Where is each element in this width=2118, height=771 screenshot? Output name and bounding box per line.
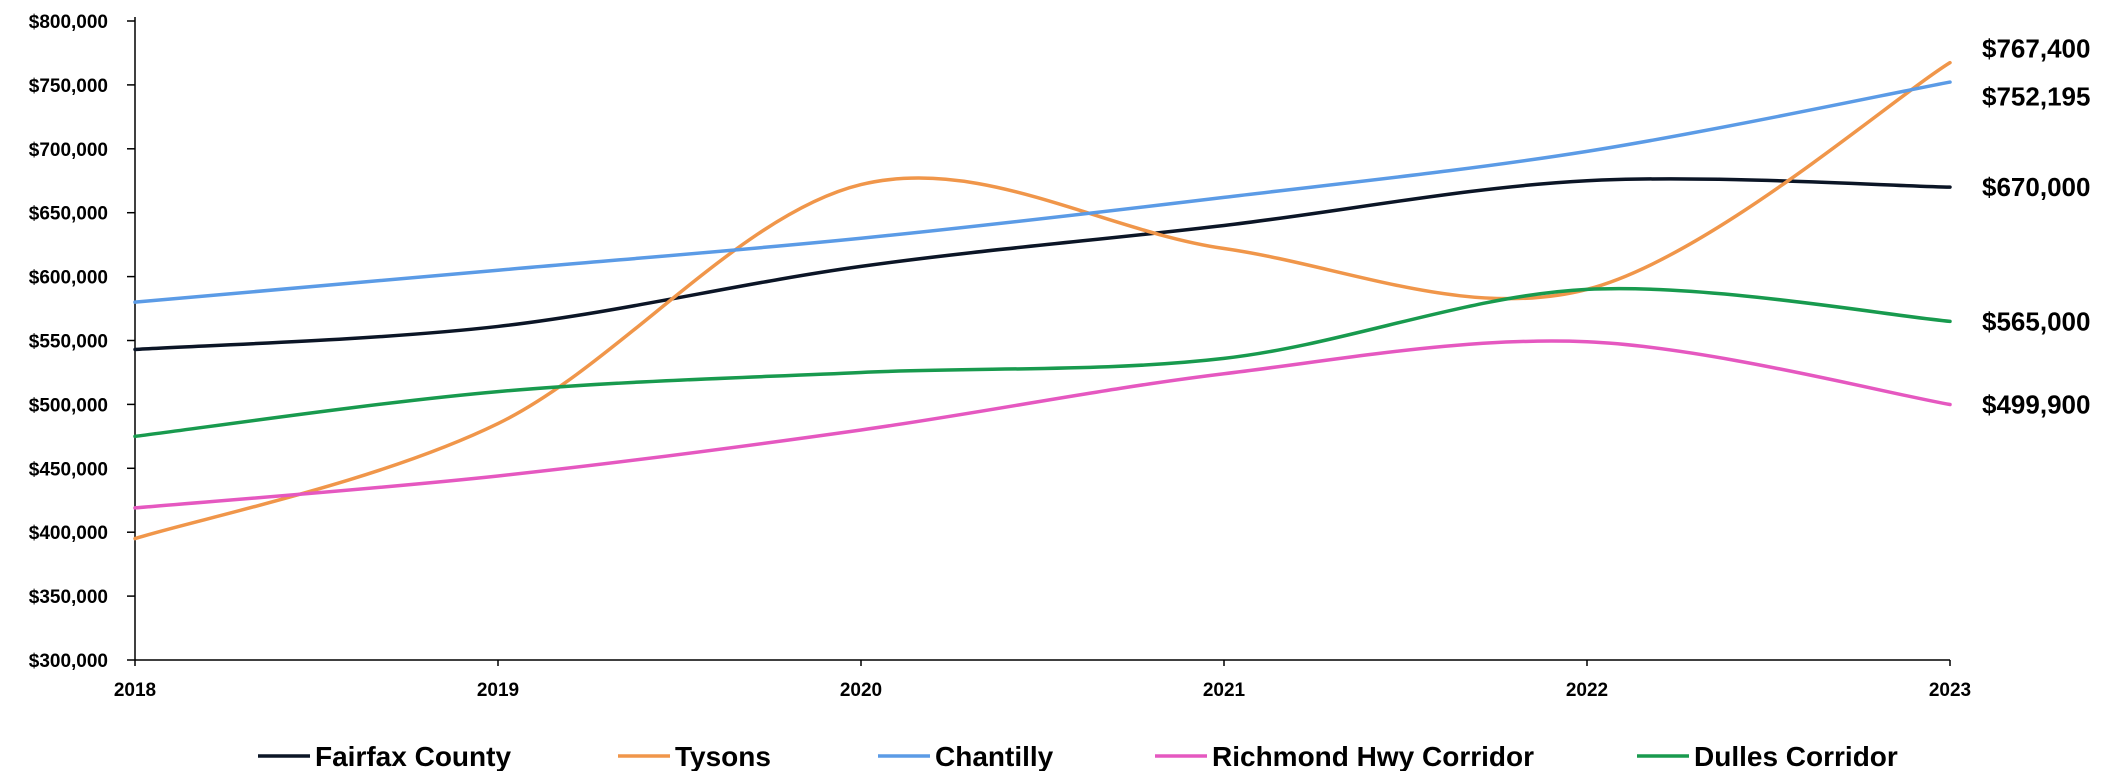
y-tick-label: $500,000 — [29, 395, 108, 416]
legend: Fairfax County Tysons Chantilly Richmond Hw… — [258, 741, 1898, 771]
legend-item-chantilly: Chantilly — [878, 741, 1054, 771]
x-tick-label: 2020 — [840, 680, 882, 701]
y-tick-label: $400,000 — [29, 523, 108, 544]
series-lines — [133, 60, 1952, 541]
legend-item-dulles-corridor: Dulles Corridor — [1637, 741, 1898, 771]
y-tick-label: $300,000 — [29, 651, 108, 672]
y-tick-label: $750,000 — [29, 76, 108, 97]
legend-label: Dulles Corridor — [1694, 741, 1898, 771]
x-tick-label: 2021 — [1203, 680, 1246, 701]
x-tick-label: 2019 — [477, 680, 519, 701]
end-labels: $767,400 $752,195 $670,000 $565,000 $499,900 — [1982, 33, 2090, 419]
legend-label: Richmond Hwy Corridor — [1212, 741, 1534, 771]
series-line-fairfax-county — [133, 177, 1952, 352]
series-line-tysons — [133, 60, 1952, 541]
y-tick-label: $600,000 — [29, 268, 108, 289]
end-label-richmond-hwy-corridor: $499,900 — [1982, 390, 2090, 420]
legend-item-tysons: Tysons — [618, 741, 771, 771]
y-tick-label: $800,000 — [29, 12, 108, 33]
y-tick-label: $650,000 — [29, 204, 108, 225]
series-line-chantilly — [133, 80, 1952, 304]
x-tick-label: 2023 — [1929, 680, 1971, 701]
legend-label: Tysons — [675, 741, 771, 771]
end-label-tysons: $767,400 — [1982, 33, 2090, 63]
end-label-chantilly: $752,195 — [1982, 81, 2090, 111]
y-tick-label: $450,000 — [29, 459, 108, 480]
axes: $300,000 $350,000 $400,000 $450,000 $500,000… — [29, 12, 1971, 701]
y-tick-label: $550,000 — [29, 332, 108, 353]
end-label-dulles-corridor: $565,000 — [1982, 306, 2090, 336]
legend-label: Fairfax County — [315, 741, 511, 771]
x-tick-label: 2018 — [114, 680, 156, 701]
series-line-dulles-corridor — [133, 286, 1952, 439]
y-tick-label: $350,000 — [29, 587, 108, 608]
legend-label: Chantilly — [935, 741, 1054, 771]
y-tick-label: $700,000 — [29, 140, 108, 161]
x-tick-label: 2022 — [1566, 680, 1608, 701]
legend-item-richmond-hwy-corridor: Richmond Hwy Corridor — [1155, 741, 1534, 771]
end-label-fairfax-county: $670,000 — [1982, 172, 2090, 202]
legend-item-fairfax-county: Fairfax County — [258, 741, 511, 771]
series-line-richmond-hwy-corridor — [133, 339, 1952, 510]
